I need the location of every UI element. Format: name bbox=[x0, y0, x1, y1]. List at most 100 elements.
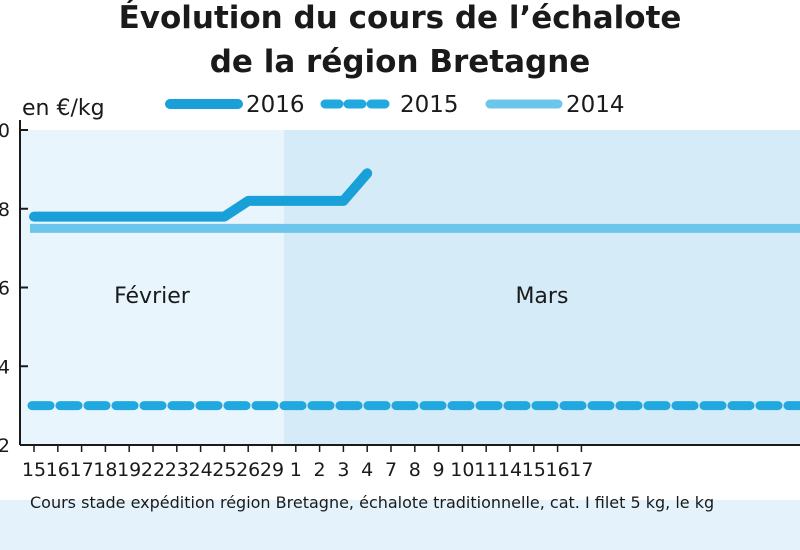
footer-band bbox=[0, 500, 800, 550]
legend-label-2015: 2015 bbox=[400, 92, 459, 118]
point-2015 bbox=[319, 405, 320, 406]
month-labels: Février Mars bbox=[114, 284, 568, 309]
point-2014 bbox=[224, 228, 225, 229]
month-label: Février bbox=[114, 284, 191, 309]
y-axis: 2 4 6 8 10 bbox=[0, 120, 28, 457]
point-2016 bbox=[105, 216, 106, 217]
x-tick-label: 7 bbox=[385, 459, 397, 481]
x-tick-label: 2 bbox=[314, 459, 326, 481]
point-2016 bbox=[176, 216, 177, 217]
x-tick-label: 18 bbox=[93, 459, 117, 481]
point-2016 bbox=[129, 216, 130, 217]
x-tick-label: 29 bbox=[260, 459, 284, 481]
point-2016 bbox=[57, 216, 58, 217]
x-tick-label: 25 bbox=[212, 459, 236, 481]
point-2016 bbox=[34, 216, 35, 217]
series-group bbox=[27, 168, 800, 411]
source-note: Cours stade expédition région Bretagne, … bbox=[30, 493, 714, 512]
chart-title-line-2: de la région Bretagne bbox=[210, 44, 591, 80]
point-2014 bbox=[248, 228, 249, 229]
point-2014 bbox=[295, 228, 296, 229]
point-2016 bbox=[153, 216, 154, 217]
x-tick-label: 17 bbox=[569, 459, 593, 481]
point-2015 bbox=[248, 405, 249, 406]
point-2015 bbox=[105, 405, 106, 406]
point-2015 bbox=[343, 405, 344, 406]
point-2014 bbox=[105, 228, 106, 229]
point-2014 bbox=[272, 228, 273, 229]
point-2014 bbox=[176, 228, 177, 229]
x-tick-label: 14 bbox=[498, 459, 522, 481]
point-2015 bbox=[486, 405, 487, 406]
point-2014 bbox=[510, 228, 511, 229]
x-tick-label: 24 bbox=[189, 459, 213, 481]
legend: 2016 2015 2014 bbox=[165, 92, 625, 118]
point-2015 bbox=[32, 405, 33, 406]
point-2016 bbox=[272, 200, 273, 201]
x-tick-label: 16 bbox=[546, 459, 570, 481]
x-tick-label: 3 bbox=[337, 459, 349, 481]
point-2016 bbox=[200, 216, 201, 217]
x-tick-label: 16 bbox=[46, 459, 70, 481]
y-tick-label: 8 bbox=[0, 199, 10, 221]
point-2015 bbox=[557, 405, 558, 406]
point-2014 bbox=[438, 228, 439, 229]
point-2014 bbox=[129, 228, 130, 229]
point-2016 bbox=[81, 216, 82, 217]
point-2015 bbox=[510, 405, 511, 406]
legend-label-2016: 2016 bbox=[246, 92, 305, 118]
month-band-fevrier bbox=[20, 130, 284, 445]
point-2015 bbox=[391, 405, 392, 406]
chart-title-line-1: Évolution du cours de l’échalote bbox=[119, 0, 682, 36]
y-tick-label: 2 bbox=[0, 435, 10, 457]
x-tick-label: 10 bbox=[450, 459, 474, 481]
point-2015 bbox=[414, 405, 415, 406]
point-2014 bbox=[30, 228, 31, 229]
point-2014 bbox=[557, 228, 558, 229]
point-2014 bbox=[462, 228, 463, 229]
point-2014 bbox=[200, 228, 201, 229]
legend-label-2014: 2014 bbox=[566, 92, 625, 118]
point-2014 bbox=[153, 228, 154, 229]
point-2016 bbox=[295, 200, 296, 201]
point-2015 bbox=[129, 405, 130, 406]
y-tick-label: 10 bbox=[0, 120, 10, 142]
x-tick-label: 8 bbox=[409, 459, 421, 481]
x-tick-label: 4 bbox=[361, 459, 373, 481]
point-2014 bbox=[57, 228, 58, 229]
point-2014 bbox=[533, 228, 534, 229]
point-2014 bbox=[319, 228, 320, 229]
point-2014 bbox=[414, 228, 415, 229]
point-2016 bbox=[248, 200, 249, 201]
x-tick-label: 22 bbox=[141, 459, 165, 481]
point-2016 bbox=[224, 216, 225, 217]
point-2015 bbox=[462, 405, 463, 406]
month-label: Mars bbox=[515, 284, 568, 309]
point-2016 bbox=[319, 200, 320, 201]
point-2014 bbox=[81, 228, 82, 229]
point-2015 bbox=[57, 405, 58, 406]
point-2015 bbox=[81, 405, 82, 406]
point-2014 bbox=[367, 228, 368, 229]
month-band-mars bbox=[283, 130, 800, 445]
y-tick-label: 4 bbox=[0, 356, 10, 378]
point-2015 bbox=[295, 405, 296, 406]
x-tick-label: 19 bbox=[117, 459, 141, 481]
series-line-2016 bbox=[29, 168, 373, 222]
x-tick-label: 23 bbox=[165, 459, 189, 481]
point-2015 bbox=[200, 405, 201, 406]
x-tick-label: 17 bbox=[70, 459, 94, 481]
point-2016 bbox=[343, 200, 344, 201]
point-2015 bbox=[176, 405, 177, 406]
x-tick-label: 9 bbox=[433, 459, 445, 481]
x-tick-label: 11 bbox=[474, 459, 498, 481]
x-tick-label: 15 bbox=[22, 459, 46, 481]
point-2015 bbox=[367, 405, 368, 406]
point-2015 bbox=[224, 405, 225, 406]
point-2014 bbox=[391, 228, 392, 229]
x-tick-label: 26 bbox=[236, 459, 260, 481]
point-2015 bbox=[533, 405, 534, 406]
point-2015 bbox=[438, 405, 439, 406]
point-2014 bbox=[343, 228, 344, 229]
